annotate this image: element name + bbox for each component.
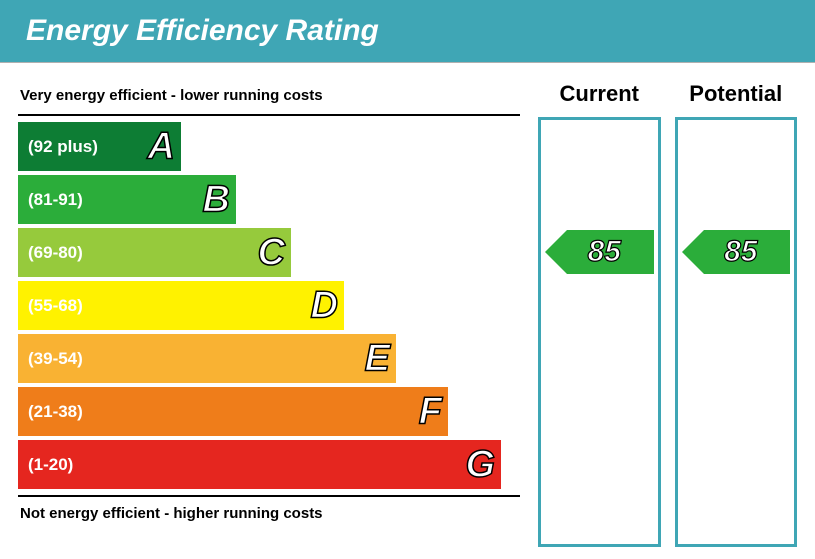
current-column: Current 85 xyxy=(538,73,661,547)
arrow-point-icon xyxy=(682,230,704,274)
band-range: (1-20) xyxy=(18,455,73,475)
band-letter: A xyxy=(148,125,175,168)
band-f: (21-38) F xyxy=(18,387,448,436)
caption-bottom: Not energy efficient - higher running co… xyxy=(20,505,520,522)
potential-label: Potential xyxy=(675,73,798,117)
potential-value: 85 xyxy=(714,235,757,269)
caption-top: Very energy efficient - lower running co… xyxy=(20,87,520,104)
band-letter: F xyxy=(419,390,442,433)
arrow-point-icon xyxy=(545,230,567,274)
current-body: 85 xyxy=(538,117,661,547)
band-b: (81-91) B xyxy=(18,175,236,224)
band-letter: D xyxy=(311,284,338,327)
potential-column: Potential 85 xyxy=(675,73,798,547)
band-letter: C xyxy=(258,231,285,274)
band-letter: B xyxy=(203,178,230,221)
band-range: (55-68) xyxy=(18,296,83,316)
band-range: (39-54) xyxy=(18,349,83,369)
potential-body: 85 xyxy=(675,117,798,547)
current-label: Current xyxy=(538,73,661,117)
band-d: (55-68) D xyxy=(18,281,344,330)
band-c: (69-80) C xyxy=(18,228,291,277)
bands-panel: Very energy efficient - lower running co… xyxy=(0,63,520,547)
band-range: (21-38) xyxy=(18,402,83,422)
chart-content: Very energy efficient - lower running co… xyxy=(0,63,815,547)
current-arrow: 85 xyxy=(545,230,654,274)
band-range: (81-91) xyxy=(18,190,83,210)
band-e: (39-54) E xyxy=(18,334,396,383)
value-columns: Current 85 Potential 85 xyxy=(520,63,815,547)
band-range: (69-80) xyxy=(18,243,83,263)
current-value: 85 xyxy=(578,235,621,269)
bands-container: (92 plus) A (81-91) B (69-80) C (55-68) … xyxy=(18,114,520,497)
band-range: (92 plus) xyxy=(18,137,98,157)
band-letter: G xyxy=(465,443,495,486)
potential-arrow: 85 xyxy=(682,230,791,274)
band-a: (92 plus) A xyxy=(18,122,181,171)
band-letter: E xyxy=(365,337,390,380)
chart-title: Energy Efficiency Rating xyxy=(0,0,815,63)
band-g: (1-20) G xyxy=(18,440,501,489)
